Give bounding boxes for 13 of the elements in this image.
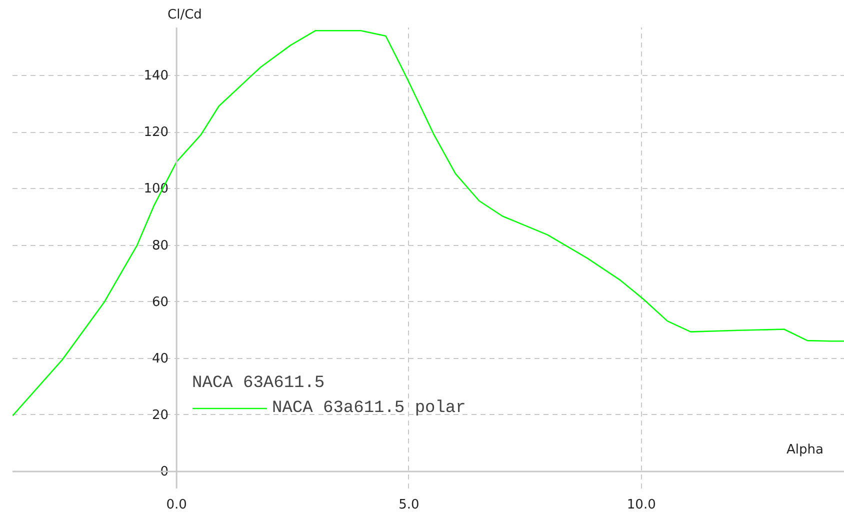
x-axis-title: Alpha bbox=[786, 442, 824, 458]
y-tick-label: 40 bbox=[152, 351, 169, 366]
y-axis-title: Cl/Cd bbox=[168, 8, 202, 22]
legend-title: NACA 63A611.5 bbox=[192, 374, 326, 393]
x-tick-label: 10.0 bbox=[626, 498, 656, 512]
x-tick-label: 0.0 bbox=[166, 498, 187, 512]
y-tick-label: 20 bbox=[152, 408, 169, 423]
y-tick-label: 60 bbox=[152, 294, 169, 310]
y-tick-label: 80 bbox=[152, 238, 169, 254]
y-tick-label: 120 bbox=[144, 125, 169, 140]
y-tick-label: 140 bbox=[144, 68, 169, 84]
legend-label: NACA 63a611.5 polar bbox=[272, 398, 466, 418]
x-tick-label: 5.0 bbox=[398, 498, 420, 512]
